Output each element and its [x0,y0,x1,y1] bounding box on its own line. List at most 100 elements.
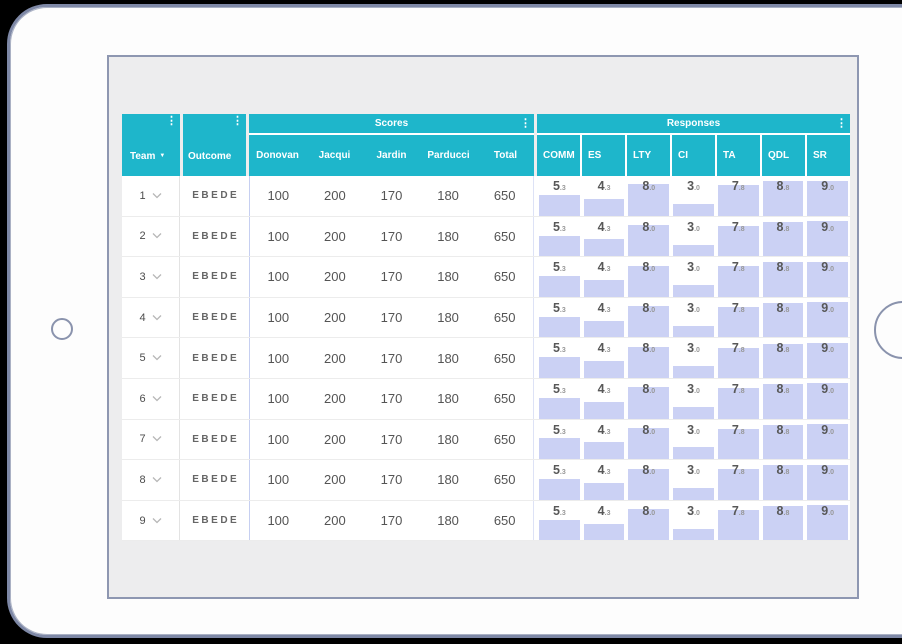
response-cell-comm: 5.3 [537,338,582,378]
response-value: 8.0 [642,463,656,478]
score-cell-donovan: 100 [267,228,290,244]
table-row[interactable]: 4 EBEDE 100 200 170 180 650 5.3 4.3 8.0 3.0 7.8 8.8 9… [122,297,850,339]
kebab-menu-icon[interactable]: ⋮ [836,117,847,129]
response-cell-sr: 9.0 [805,501,850,541]
response-data-bar [583,239,625,257]
responses-cells: 5.3 4.3 8.0 3.0 7.8 8.8 9.0 [537,217,850,257]
response-value: 8.0 [642,179,656,193]
column-header-donovan[interactable]: Donovan [249,135,306,176]
score-cell-parducci: 180 [437,391,459,407]
outcome-header-label: Outcome [188,150,232,162]
column-header-jacqui[interactable]: Jacqui [306,135,363,176]
column-header-es[interactable]: ES [580,135,625,176]
response-value: 8.8 [776,341,790,356]
kebab-menu-icon[interactable]: ⋮ [166,115,177,127]
column-header-comm[interactable]: COMM [537,135,580,176]
column-header-parducci[interactable]: Parducci [420,135,477,176]
team-number: 2 [139,230,146,243]
table-row[interactable]: 9 EBEDE 100 200 170 180 650 5.3 4.3 8.0 3.0 7.8 8.8 9… [122,500,850,542]
response-cell-ci: 3.0 [671,420,716,460]
response-value: 3.0 [687,503,700,518]
chevron-down-icon[interactable] [152,352,162,364]
outcome-cell: EBEDE [192,312,240,324]
response-cell-qdl: 8.8 [761,217,806,257]
team-number: 4 [139,311,146,324]
outcome-cell: EBEDE [192,190,240,202]
response-data-bar [717,509,759,541]
response-value: 3.0 [687,463,700,478]
responses-group-header[interactable]: Responses ⋮ [537,114,850,135]
column-header-qdl[interactable]: QDL [760,135,805,176]
score-cell-jardin: 170 [380,269,403,285]
team-header-label: Team [130,150,156,162]
table-row[interactable]: 8 EBEDE 100 200 170 180 650 5.3 4.3 8.0 3.0 7.8 8.8 9… [122,460,850,501]
kebab-menu-icon[interactable]: ⋮ [232,115,243,127]
response-cell-lty: 8.0 [626,176,671,216]
column-header-ci[interactable]: CI [670,135,715,176]
score-cell-parducci: 180 [437,472,459,488]
response-cell-qdl: 8.8 [761,420,806,460]
response-value: 9.0 [821,300,835,315]
scores-group-header[interactable]: Scores ⋮ [249,114,534,135]
response-data-bar [762,221,804,257]
response-data-bar [673,406,714,419]
outcome-cell: EBEDE [192,474,240,486]
kebab-menu-icon[interactable]: ⋮ [520,117,531,129]
response-value: 4.3 [597,503,611,518]
chevron-down-icon[interactable] [152,190,162,202]
response-cell-sr: 9.0 [805,460,850,500]
chevron-down-icon[interactable] [152,474,162,486]
column-header-jardin[interactable]: Jardin [363,135,420,176]
response-cell-lty: 8.0 [626,379,671,419]
score-cell-donovan: 100 [267,188,290,204]
response-data-bar [539,438,580,460]
response-data-bar [628,468,670,500]
score-cell-parducci: 180 [437,513,459,529]
response-data-bar [807,505,849,541]
response-value: 4.3 [597,179,611,193]
table-row[interactable]: 2 EBEDE 100 200 170 180 650 5.3 4.3 8.0 3.0 7.8 8.8 9… [122,216,850,258]
response-value: 3.0 [687,341,700,356]
response-data-bar [539,316,580,338]
response-value: 4.3 [597,381,611,396]
response-data-bar [583,523,625,541]
team-number: 1 [139,189,146,202]
column-header-sr[interactable]: SR [805,135,850,176]
response-value: 7.8 [731,219,745,234]
response-cell-es: 4.3 [582,217,627,257]
column-header-team[interactable]: ⋮ Team ▼ [122,114,180,176]
response-cell-es: 4.3 [582,501,627,541]
response-cell-es: 4.3 [582,257,627,297]
score-cell-parducci: 180 [437,431,459,447]
table-row[interactable]: 7 EBEDE 100 200 170 180 650 5.3 4.3 8.0 3.0 7.8 8.8 9… [122,419,850,461]
column-header-outcome[interactable]: ⋮ Outcome [183,114,246,176]
table-row[interactable]: 5 EBEDE 100 200 170 180 650 5.3 4.3 8.0 3.0 7.8 8.8 9… [122,338,850,379]
table-row[interactable]: 3 EBEDE 100 200 170 180 650 5.3 4.3 8.0 3.0 7.8 8.8 9… [122,257,850,298]
column-header-total[interactable]: Total [477,135,534,176]
chevron-down-icon[interactable] [152,515,162,527]
responses-cells: 5.3 4.3 8.0 3.0 7.8 8.8 9.0 [537,379,850,419]
chevron-down-icon[interactable] [152,312,162,324]
table-row[interactable]: 1 EBEDE 100 200 170 180 650 5.3 4.3 8.0 3.0 7.8 8.8 9… [122,176,850,217]
column-header-ta[interactable]: TA [715,135,760,176]
response-value: 8.8 [776,260,790,275]
response-cell-comm: 5.3 [537,176,582,216]
table-row[interactable]: 6 EBEDE 100 200 170 180 650 5.3 4.3 8.0 3.0 7.8 8.8 9… [122,378,850,420]
responses-cells: 5.3 4.3 8.0 3.0 7.8 8.8 9.0 [537,257,850,297]
chevron-down-icon[interactable] [152,433,162,445]
response-value: 3.0 [687,219,700,234]
tablet-home-button [874,301,902,359]
table-header: ⋮ Team ▼ ⋮ Outcome [122,114,850,176]
response-cell-sr: 9.0 [805,257,850,297]
scores-group-label: Scores [374,118,409,129]
chevron-down-icon[interactable] [152,230,162,242]
chevron-down-icon[interactable] [152,271,162,283]
chevron-down-icon[interactable] [152,393,162,405]
response-data-bar [583,482,625,500]
score-cell-total: 650 [493,472,516,488]
scores-cells: 100 200 170 180 650 [249,338,534,378]
response-value: 7.8 [731,463,745,478]
column-header-lty[interactable]: LTY [625,135,670,176]
response-value: 4.3 [597,341,611,356]
response-data-bar [762,262,804,297]
